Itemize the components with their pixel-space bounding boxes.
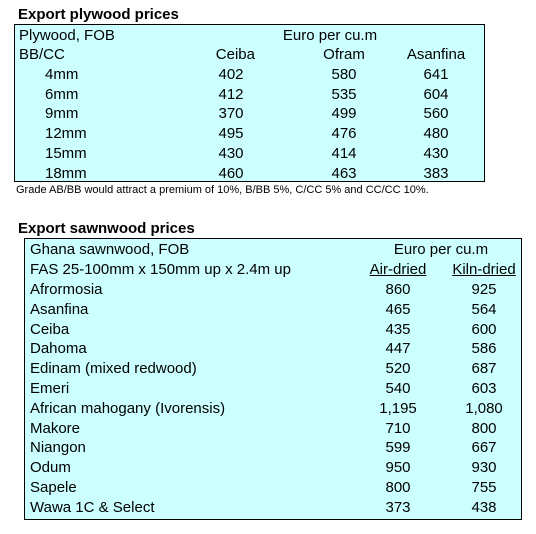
header-left: Ghana sawnwood, FOB — [30, 241, 190, 258]
sawnwood-table: Ghana sawnwood, FOB Euro per cu.m FAS 25-1… — [24, 238, 522, 520]
price: 687 — [471, 360, 497, 378]
price: 1,080 — [465, 399, 503, 417]
price: 465 — [385, 300, 411, 318]
column-header: Asanfina — [406, 46, 466, 63]
price: 460 — [218, 164, 244, 182]
plywood-table: Plywood, FOB Euro per cu.m BB/CC Ceiba Ofram… — [14, 24, 485, 182]
column-header: Ceiba — [215, 46, 255, 63]
price: 447 — [385, 340, 411, 358]
header-left: Plywood, FOB — [19, 27, 115, 44]
plywood-note: Grade AB/BB would attract a premium of 1… — [16, 184, 429, 196]
unit-header: Euro per cu.m — [282, 27, 378, 44]
price: 580 — [331, 66, 357, 83]
species: Makore — [30, 419, 81, 437]
thickness: 12mm — [45, 125, 87, 143]
price: 499 — [331, 105, 357, 123]
species: Niangon — [30, 439, 86, 457]
price: 564 — [471, 300, 497, 318]
column-header: Ofram — [323, 46, 365, 63]
price: 930 — [471, 459, 497, 477]
price: 535 — [331, 85, 357, 103]
species: African mahogany (Ivorensis) — [30, 399, 226, 417]
unit-header: Euro per cu.m — [393, 241, 489, 258]
price: 950 — [385, 459, 411, 477]
column-header: FAS 25-100mm x 150mm up x 2.4m up — [30, 261, 291, 278]
price: 414 — [331, 144, 357, 162]
price: 604 — [423, 85, 449, 103]
price: 435 — [385, 320, 411, 338]
thickness: 6mm — [45, 85, 79, 103]
price: 667 — [471, 439, 497, 457]
price: 495 — [218, 125, 244, 143]
price: 412 — [218, 85, 244, 103]
price: 438 — [471, 498, 497, 516]
price: 641 — [423, 66, 449, 83]
column-header: Air-dried — [369, 261, 427, 278]
price: 860 — [385, 281, 411, 298]
price: 370 — [218, 105, 244, 123]
price: 925 — [471, 281, 497, 298]
price: 800 — [471, 419, 497, 437]
price: 480 — [423, 125, 449, 143]
price: 383 — [423, 164, 449, 182]
column-header: BB/CC — [19, 46, 65, 63]
price: 586 — [471, 340, 497, 358]
price: 1,195 — [379, 399, 417, 417]
sawnwood-title: Export sawnwood prices — [18, 220, 195, 237]
price: 476 — [331, 125, 357, 143]
price: 755 — [471, 479, 497, 496]
price: 463 — [331, 164, 357, 182]
price: 599 — [385, 439, 411, 457]
thickness: 9mm — [45, 105, 79, 123]
price: 402 — [218, 66, 244, 83]
price: 560 — [423, 105, 449, 123]
price: 520 — [385, 360, 411, 378]
species: Sapele — [30, 479, 77, 496]
species: Emeri — [30, 380, 70, 397]
thickness: 15mm — [45, 144, 87, 162]
species: Edinam (mixed redwood) — [30, 360, 197, 378]
price: 540 — [385, 380, 411, 397]
price: 373 — [385, 498, 411, 516]
species: Asanfina — [30, 300, 89, 318]
price: 430 — [218, 144, 244, 162]
species: Afrormosia — [30, 281, 103, 298]
price: 603 — [471, 380, 497, 397]
species: Odum — [30, 459, 71, 477]
price: 600 — [471, 320, 497, 338]
plywood-title: Export plywood prices — [18, 6, 179, 23]
thickness: 18mm — [45, 164, 87, 182]
species: Dahoma — [30, 340, 87, 358]
thickness: 4mm — [45, 66, 79, 83]
species: Ceiba — [30, 320, 70, 338]
price: 800 — [385, 479, 411, 496]
species: Wawa 1C & Select — [30, 498, 155, 516]
column-header: Kiln-dried — [452, 261, 516, 278]
price: 430 — [423, 144, 449, 162]
price: 710 — [385, 419, 411, 437]
